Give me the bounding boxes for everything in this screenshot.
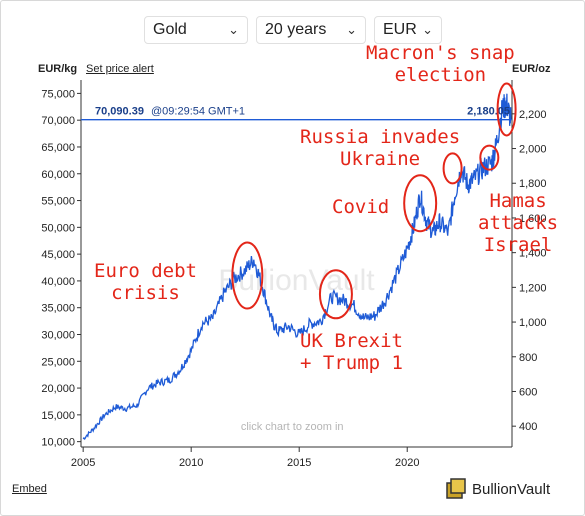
set-price-alert-link[interactable]: Set price alert [86,63,154,75]
y-left-tick-label: 30,000 [41,329,75,341]
current-price-oz: 2,180.05 [467,106,510,118]
annotation-macron-line-2: election [394,64,487,86]
x-tick-label: 2020 [395,457,419,469]
y-right-tick-label: 1,400 [519,248,547,260]
period-select[interactable]: 20 years ⌄ [256,16,366,44]
y-right-tick-label: 400 [519,421,537,433]
ellipse-hamas [479,144,500,171]
y-left-tick-label: 25,000 [41,356,75,368]
annotation-brexit-line-2: + Trump 1 [300,352,403,374]
y-left-tick-label: 60,000 [41,169,75,181]
ellipse-brexit-trump [318,269,353,320]
chevron-down-icon: ⌄ [346,22,357,37]
ellipse-covid [403,174,438,233]
brand-name: BullionVault [472,480,551,498]
annotation-macron: Macron's snap election [366,42,515,86]
x-tick-label: 2005 [71,457,95,469]
annotation-euro: Euro debt crisis [94,260,197,304]
zoom-hint-text: click chart to zoom in [241,421,344,433]
chevron-down-icon: ⌄ [228,22,239,37]
ellipse-euro-crisis [231,241,264,310]
annotation-euro-line-1: Euro debt [94,260,197,282]
currency-select[interactable]: EUR ⌄ [374,16,442,44]
y-left-tick-label: 15,000 [41,410,75,422]
metal-select[interactable]: Gold ⌄ [144,16,248,44]
annotation-euro-line-2: crisis [111,282,180,304]
annotation-covid-line-1: Covid [332,196,390,218]
ellipse-russia [442,152,463,185]
current-price-kg: 70,090.39 [95,106,144,118]
current-price-time: @09:29:54 GMT+1 [151,106,245,118]
right-unit-label: EUR/oz [512,63,551,75]
gold-bar-icon [446,478,466,499]
chevron-down-icon: ⌄ [422,22,433,37]
y-left-tick-label: 50,000 [41,222,75,234]
y-left-tick-label: 65,000 [41,142,75,154]
y-left-tick-label: 20,000 [41,383,75,395]
y-right-tick-label: 1,200 [519,282,547,294]
period-select-value: 20 years [265,21,327,38]
y-right-tick-label: 1,000 [519,317,547,329]
y-left-tick-label: 55,000 [41,196,75,208]
annotation-hamas-line-2: attacks [478,212,559,234]
x-tick-label: 2015 [287,457,311,469]
left-unit-label: EUR/kg [38,63,78,75]
annotation-hamas-line-1: Hamas [489,190,547,212]
x-tick-label: 2010 [179,457,203,469]
y-right-tick-label: 600 [519,386,537,398]
y-right-tick-label: 2,000 [519,144,547,156]
annotation-russia-line-1: Russia invades [300,126,461,148]
y-left-tick-label: 35,000 [41,303,75,315]
annotation-brexit: UK Brexit + Trump 1 [300,330,403,374]
y-left-tick-label: 70,000 [41,115,75,127]
annotation-covid: Covid [332,196,389,218]
annotation-brexit-line-1: UK Brexit [300,330,403,352]
annotation-russia: Russia invades Ukraine [300,126,460,170]
y-right-tick-label: 800 [519,352,537,364]
embed-link[interactable]: Embed [12,483,47,495]
y-right-tick-label: 2,200 [519,109,547,121]
ellipse-macron [496,82,517,137]
metal-select-value: Gold [153,21,187,38]
annotation-macron-line-1: Macron's snap [366,42,515,64]
y-left-tick-label: 10,000 [41,437,75,449]
y-left-tick-label: 75,000 [41,88,75,100]
y-left-tick-label: 45,000 [41,249,75,261]
y-left-tick-label: 40,000 [41,276,75,288]
y-right-tick-label: 1,800 [519,178,547,190]
currency-select-value: EUR [383,21,417,38]
y-right-tick-label: 1,600 [519,213,547,225]
annotation-russia-line-2: Ukraine [340,148,421,170]
annotation-hamas: Hamas attacks Israel [478,190,558,256]
annotation-hamas-line-3: Israel [483,234,553,256]
bullionvault-logo: BullionVault [444,476,550,502]
